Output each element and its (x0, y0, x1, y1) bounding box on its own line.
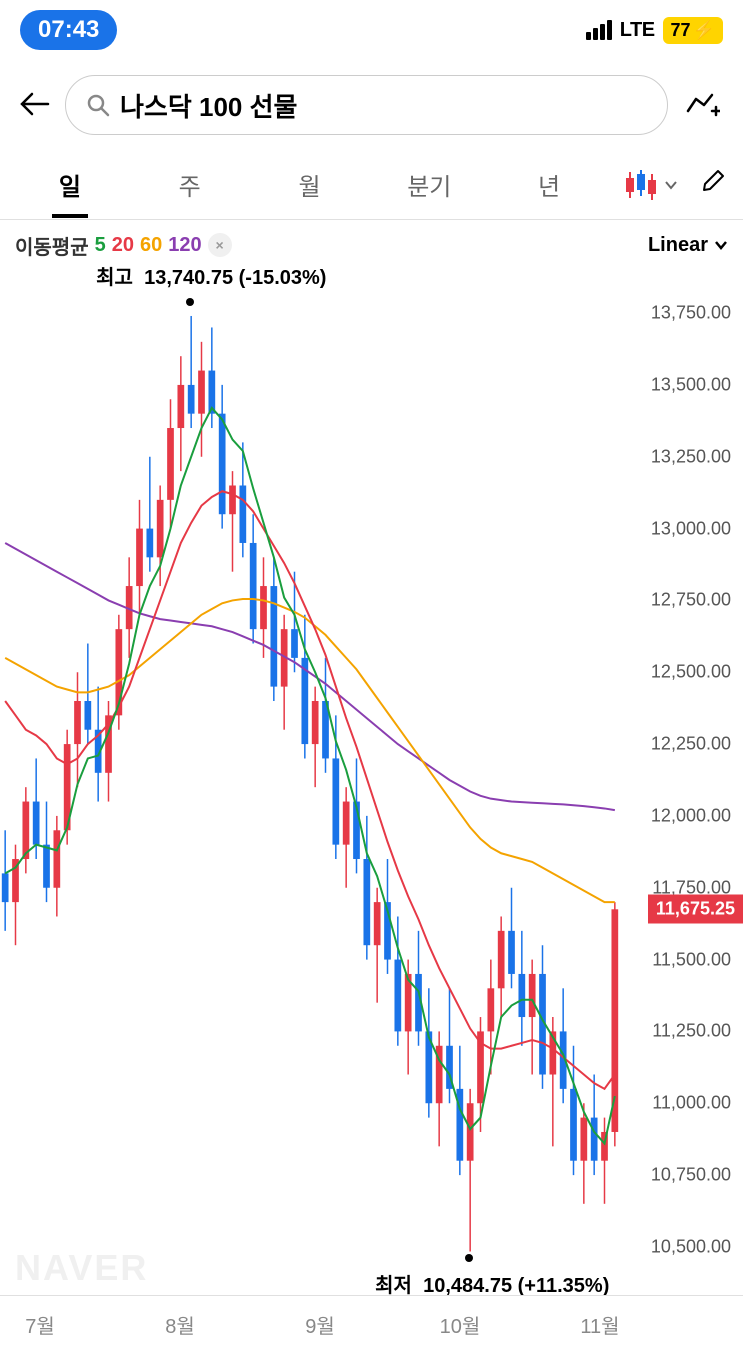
tab-quarter[interactable]: 분기 (369, 152, 489, 217)
status-indicators: LTE 77⚡ (586, 17, 723, 44)
ma-legend: 이동평균 5 20 60 120 × (15, 231, 232, 260)
y-tick: 11,500.00 (652, 949, 731, 970)
y-tick: 13,000.00 (651, 518, 731, 539)
x-tick: 7월 (25, 1310, 55, 1339)
y-tick: 13,250.00 (651, 446, 731, 467)
tab-week[interactable]: 주 (130, 152, 250, 217)
y-tick: 12,750.00 (651, 590, 731, 611)
search-icon (86, 93, 110, 117)
y-tick: 11,250.00 (652, 1021, 731, 1042)
y-tick: 12,000.00 (651, 805, 731, 826)
chevron-down-icon (714, 240, 728, 250)
high-annotation: 최고 13,740.75 (-15.03%) (96, 261, 326, 313)
y-tick: 12,500.00 (651, 662, 731, 683)
tab-year[interactable]: 년 (489, 152, 609, 217)
timeframe-tabs: 일 주 월 분기 년 (0, 150, 743, 220)
watermark: NAVER (15, 1247, 148, 1289)
x-tick: 9월 (305, 1310, 335, 1339)
tab-day[interactable]: 일 (10, 152, 130, 217)
current-price-tag: 11,675.25 (648, 895, 743, 924)
signal-icon (586, 20, 612, 40)
y-tick: 13,500.00 (651, 374, 731, 395)
y-tick: 10,750.00 (651, 1165, 731, 1186)
edit-button[interactable] (693, 168, 733, 201)
y-tick: 12,250.00 (651, 734, 731, 755)
header: 나스닥 100 선물 (0, 60, 743, 150)
x-tick: 8월 (165, 1310, 195, 1339)
x-tick: 11월 (580, 1310, 619, 1339)
ma-close-button[interactable]: × (208, 233, 232, 257)
search-box[interactable]: 나스닥 100 선물 (65, 75, 668, 135)
scale-selector[interactable]: Linear (648, 234, 728, 257)
candlestick-icon (624, 170, 658, 200)
y-tick: 13,750.00 (651, 303, 731, 324)
candlestick-chart (0, 270, 620, 1290)
search-text: 나스닥 100 선물 (120, 87, 297, 124)
y-tick: 10,500.00 (651, 1236, 731, 1257)
chevron-down-icon (664, 180, 678, 190)
add-chart-button[interactable] (683, 85, 723, 125)
low-annotation: 최저 10,484.75 (+11.35%) (375, 1246, 609, 1298)
chart-type-selector[interactable] (609, 170, 693, 200)
back-button[interactable] (20, 86, 50, 125)
x-tick: 10월 (440, 1310, 481, 1339)
tab-month[interactable]: 월 (250, 152, 370, 217)
status-bar: 07:43 LTE 77⚡ (0, 0, 743, 60)
x-axis: 7월 8월 9월 10월 11월 (0, 1295, 743, 1351)
chart-area: 이동평균 5 20 60 120 × Linear 13,750.00 13,50… (0, 220, 743, 1351)
chart-plot[interactable]: 13,750.00 13,500.00 13,250.00 13,000.00 12,7… (0, 270, 743, 1295)
network-label: LTE (620, 19, 655, 42)
battery-indicator: 77⚡ (663, 17, 723, 44)
y-tick: 11,000.00 (652, 1093, 731, 1114)
y-axis: 13,750.00 13,500.00 13,250.00 13,000.00 12,7… (633, 270, 743, 1295)
status-time: 07:43 (20, 10, 117, 50)
